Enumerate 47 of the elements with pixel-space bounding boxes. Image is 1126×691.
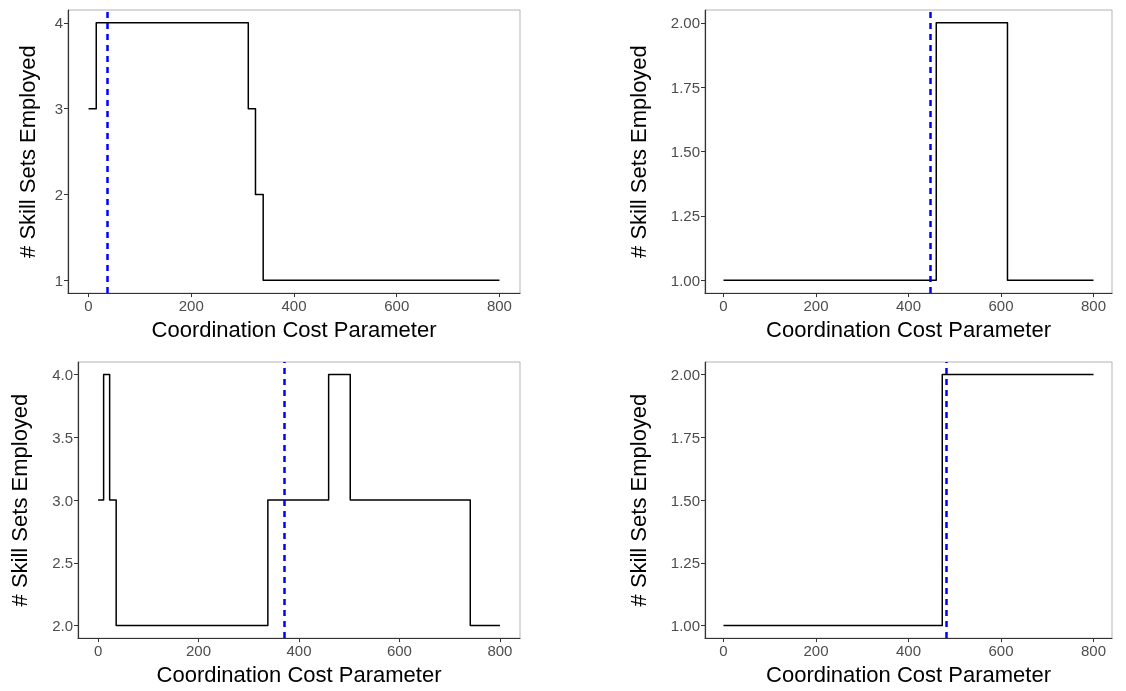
x-tick-label: 800 <box>487 642 513 660</box>
x-axis-title: Coordination Cost Parameter <box>766 661 1051 687</box>
y-axis-title: # Skill Sets Employed <box>6 393 32 607</box>
x-tick-label: 0 <box>719 642 728 660</box>
x-axis-title: Coordination Cost Parameter <box>766 316 1051 342</box>
y-tick-label: 1.25 <box>670 207 700 225</box>
x-tick-label: 800 <box>486 297 512 315</box>
y-tick-label: 3 <box>54 100 63 118</box>
x-axis-title: Coordination Cost Parameter <box>156 661 442 687</box>
x-tick-label: 600 <box>386 642 412 660</box>
x-tick-label: 400 <box>281 297 307 315</box>
y-tick-label: 2.00 <box>670 366 700 384</box>
x-tick-label: 0 <box>93 642 103 660</box>
x-tick-label: 800 <box>1080 642 1107 660</box>
x-tick-label: 400 <box>895 297 922 315</box>
x-tick-label: 0 <box>719 297 728 315</box>
y-tick-label: 1.75 <box>670 78 700 96</box>
y-tick-label: 4.0 <box>52 366 73 384</box>
y-tick-label: 1.75 <box>670 428 700 446</box>
y-tick-label: 4 <box>54 14 63 32</box>
y-axis-title: # Skill Sets Employed <box>14 45 40 258</box>
y-tick-label: 1 <box>54 271 63 289</box>
x-tick-label: 600 <box>988 642 1014 660</box>
x-tick-label: 600 <box>988 297 1014 315</box>
x-tick-label: 200 <box>186 642 212 660</box>
y-tick-label: 1.50 <box>670 143 700 161</box>
x-tick-label: 400 <box>895 642 922 660</box>
x-tick-label: 200 <box>803 297 829 315</box>
y-axis-title: # Skill Sets Employed <box>625 393 651 607</box>
y-tick-label: 3.5 <box>52 428 73 446</box>
y-axis-title: # Skill Sets Employed <box>625 45 651 258</box>
y-tick-label: 3.0 <box>52 491 73 509</box>
y-tick-label: 1.50 <box>670 491 700 509</box>
y-tick-label: 2.00 <box>670 14 700 32</box>
x-tick-label: 800 <box>1080 297 1107 315</box>
x-tick-label: 600 <box>384 297 410 315</box>
x-tick-label: 400 <box>286 642 312 660</box>
y-tick-label: 1.00 <box>670 271 700 289</box>
x-axis-title: Coordination Cost Parameter <box>151 316 437 342</box>
y-tick-label: 2 <box>54 185 63 203</box>
y-tick-label: 2.5 <box>52 554 73 572</box>
y-tick-label: 2.0 <box>52 617 73 635</box>
x-tick-label: 0 <box>84 297 93 315</box>
x-tick-label: 200 <box>803 642 829 660</box>
x-tick-label: 200 <box>178 297 204 315</box>
y-tick-label: 1.25 <box>670 554 700 572</box>
y-tick-label: 1.00 <box>670 617 700 635</box>
